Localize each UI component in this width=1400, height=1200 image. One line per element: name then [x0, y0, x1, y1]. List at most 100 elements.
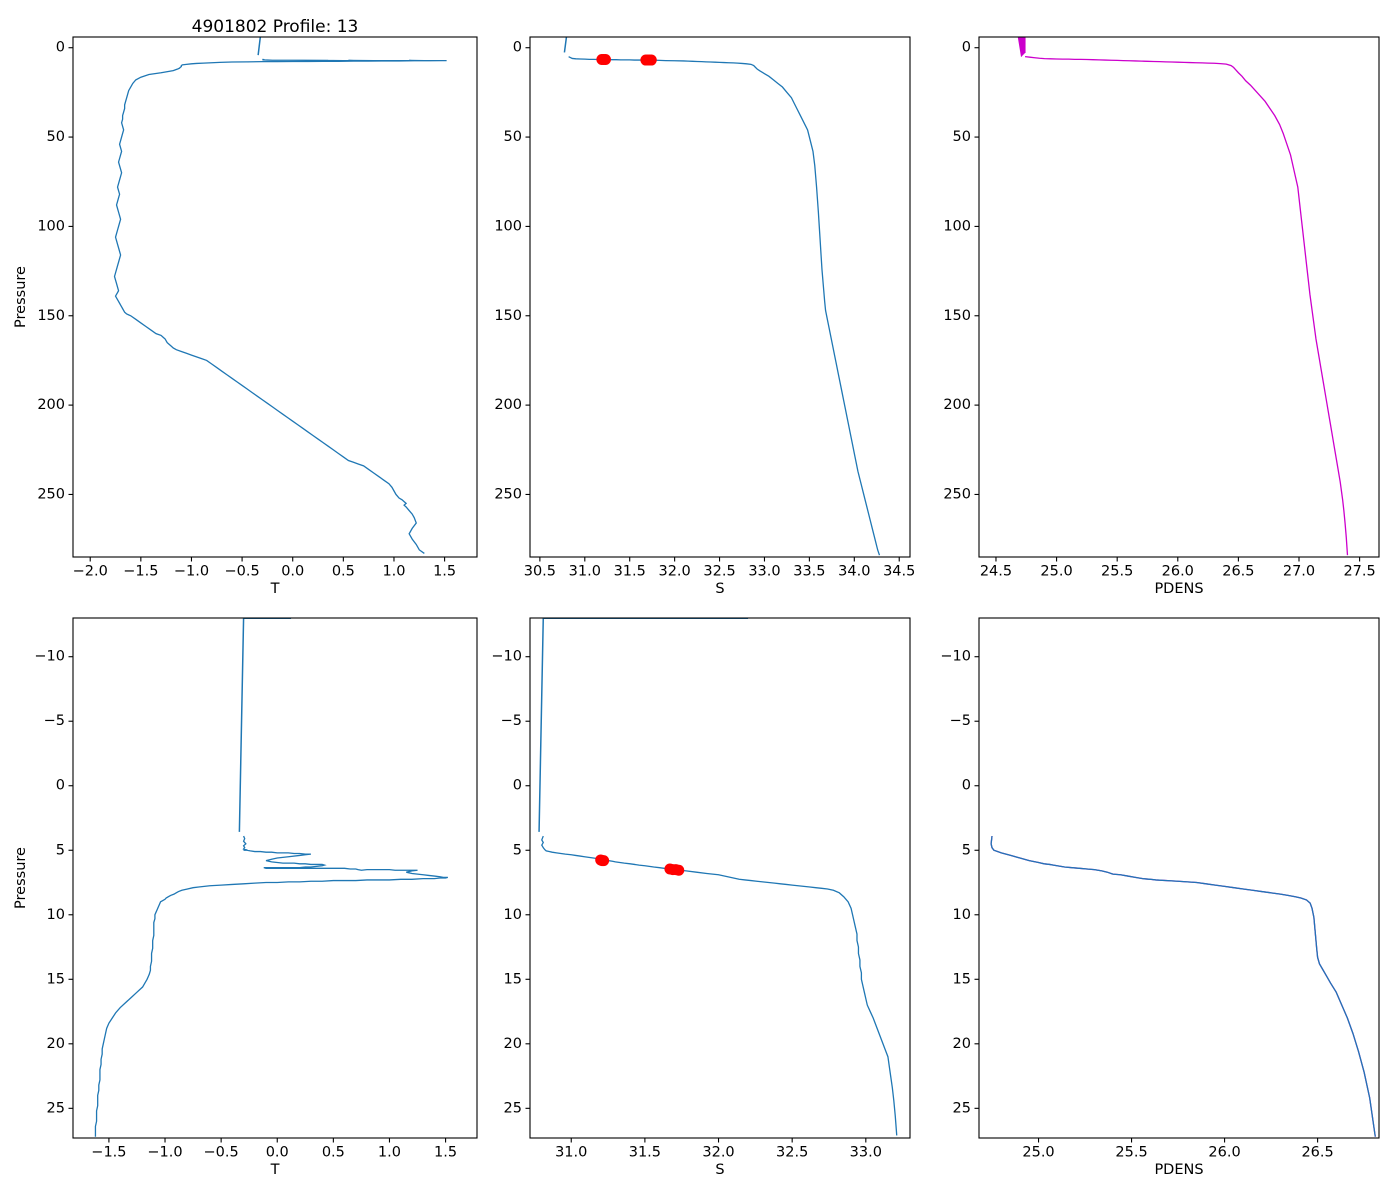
plot-area-bottom-salinity	[539, 618, 898, 1136]
x-tick-label: −1.5	[123, 564, 158, 580]
x-tick-label: 32.0	[658, 564, 690, 580]
series-markers-0	[539, 618, 748, 836]
x-tick-label: 32.0	[702, 1145, 734, 1161]
y-tick-label: 250	[37, 486, 65, 502]
x-axis-label: PDENS	[1154, 1162, 1203, 1178]
axis-frame	[72, 617, 478, 1139]
x-tick-label: 27.5	[1343, 564, 1375, 580]
x-tick-label: 25.0	[1022, 1145, 1054, 1161]
x-tick-label: 32.5	[776, 1145, 808, 1161]
y-tick-label: 25	[953, 1100, 971, 1116]
y-tick-label: 100	[37, 218, 65, 234]
panel-top-temperature: 4901802 Profile: 13 −2.0 −1.5 −1.0 −0.5 0.0 0.…	[13, 17, 478, 597]
flagged-point	[598, 855, 610, 867]
series-line-0	[568, 56, 881, 556]
y-tick-label: 150	[943, 308, 971, 324]
series-markers-0	[239, 618, 291, 836]
flagged-point	[673, 864, 685, 876]
y-tick-label: −5	[950, 713, 971, 729]
x-tick-label: 1.5	[433, 564, 456, 580]
x-tick-label: −2.0	[73, 564, 108, 580]
x-tick-label: 33.0	[748, 564, 780, 580]
x-tick-label: −1.0	[147, 1145, 182, 1161]
plot-svg-top-density: 24.5 25.0 25.5 26.0 26.5 27.0 27.5 0 50 100 150 200…	[943, 36, 1380, 597]
y-tick-label: 15	[504, 971, 522, 987]
plot-svg-bottom-density: 25.0 25.5 26.0 26.5 −10 −5 0 5 10 15 20 25 PDENS	[940, 617, 1380, 1178]
x-tick-label: −0.5	[224, 564, 259, 580]
y-tick-label: 5	[962, 842, 971, 858]
y-tick-label: 200	[943, 397, 971, 413]
x-axis-label: T	[270, 581, 280, 597]
plot-area-bottom-density	[990, 835, 1376, 1137]
y-tick-label: 5	[56, 842, 65, 858]
y-tick-label: 100	[943, 218, 971, 234]
x-tick-label: 31.0	[555, 1145, 587, 1161]
x-tick-label: 24.5	[980, 564, 1012, 580]
y-tick-label: 0	[56, 40, 65, 56]
y-tick-label: 20	[953, 1036, 971, 1052]
x-tick-label: 1.0	[378, 1145, 401, 1161]
flagged-point	[599, 54, 611, 66]
axis-frame	[529, 617, 911, 1139]
axis-frame	[72, 36, 478, 558]
y-tick-label: −5	[501, 713, 522, 729]
y-tick-label: 25	[47, 1100, 65, 1116]
y-tick-label: 5	[513, 842, 522, 858]
y-tick-label: 150	[494, 308, 522, 324]
flagged-point	[645, 54, 657, 66]
x-tick-label: 30.5	[524, 564, 556, 580]
y-tick-label: 25	[504, 1100, 522, 1116]
y-tick-label: 0	[962, 778, 971, 794]
y-tick-label: 50	[504, 129, 522, 145]
series-line-0	[113, 58, 447, 554]
y-tick-label: 50	[953, 129, 971, 145]
x-tick-label: 0.5	[332, 564, 355, 580]
x-tick-label: 26.5	[1222, 564, 1254, 580]
y-tick-label: −10	[940, 649, 971, 665]
panel-bottom-salinity: 31.0 31.5 32.0 32.5 33.0 −10 −5 0 5 10 15 20 25 S	[491, 617, 911, 1178]
x-tick-label: 34.5	[883, 564, 915, 580]
y-tick-label: 10	[504, 907, 522, 923]
y-tick-label: −10	[34, 649, 65, 665]
y-tick-label: −10	[491, 649, 522, 665]
x-tick-label: 34.0	[838, 564, 870, 580]
series-markers-0	[1017, 37, 1026, 57]
y-tick-label: 15	[953, 971, 971, 987]
y-axis-label: Pressure	[13, 847, 29, 909]
x-tick-label: 33.0	[850, 1145, 882, 1161]
x-tick-label: −0.5	[204, 1145, 239, 1161]
panel-bottom-density: 25.0 25.5 26.0 26.5 −10 −5 0 5 10 15 20 25 PDENS	[940, 617, 1380, 1178]
panel-title: 4901802 Profile: 13	[192, 17, 359, 37]
x-tick-label: 33.5	[793, 564, 825, 580]
x-tick-label: 25.5	[1115, 1145, 1147, 1161]
x-axis-label: T	[270, 1162, 280, 1178]
axis-frame	[529, 36, 911, 558]
y-tick-label: 250	[494, 486, 522, 502]
y-tick-label: 10	[953, 907, 971, 923]
y-tick-label: 10	[47, 907, 65, 923]
x-tick-label: 27.0	[1283, 564, 1315, 580]
y-tick-label: 200	[37, 397, 65, 413]
plot-svg-top-temperature: 4901802 Profile: 13 −2.0 −1.5 −1.0 −0.5 0.0 0.…	[13, 17, 478, 597]
y-tick-label: 150	[37, 308, 65, 324]
y-tick-label: 20	[47, 1036, 65, 1052]
x-tick-label: 0.0	[281, 564, 304, 580]
series-line-0	[94, 835, 449, 1137]
y-tick-label: 0	[513, 778, 522, 794]
axis-frame	[978, 36, 1380, 558]
y-tick-label: 250	[943, 486, 971, 502]
x-tick-label: 25.5	[1101, 564, 1133, 580]
series-markers-0	[564, 20, 568, 56]
x-tick-label: −1.5	[91, 1145, 126, 1161]
x-tick-label: 26.5	[1301, 1145, 1333, 1161]
plot-svg-bottom-temperature: −1.5 −1.0 −0.5 0.0 0.5 1.0 1.5 −10 −5 0 5 10 15 20 25 T…	[13, 617, 478, 1178]
x-tick-label: 31.5	[629, 1145, 661, 1161]
panel-top-salinity: 30.5 31.0 31.5 32.0 32.5 33.0 33.5 34.0 34.5 0 50 1…	[494, 20, 915, 597]
x-tick-label: 1.5	[434, 1145, 457, 1161]
y-tick-label: 0	[513, 40, 522, 56]
y-tick-label: 0	[56, 778, 65, 794]
plot-area-top-temperature	[112, 20, 447, 554]
y-tick-label: 200	[494, 397, 522, 413]
plot-area-top-salinity	[564, 20, 881, 556]
